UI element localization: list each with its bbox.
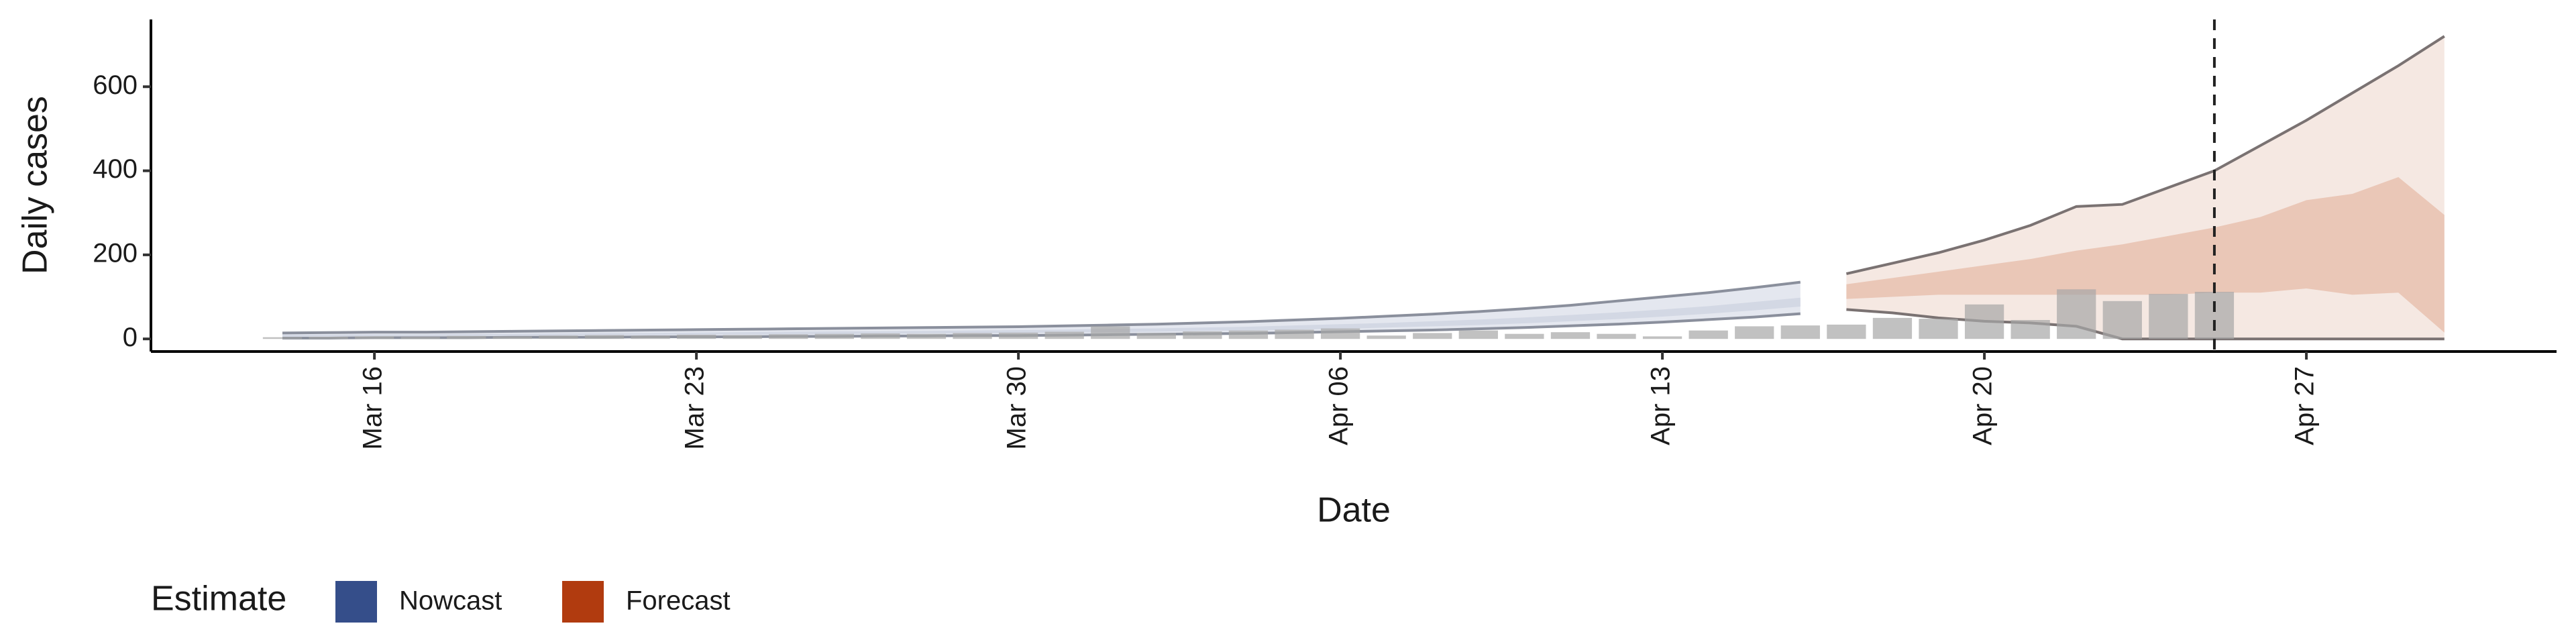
x-tick-label: Mar 16 [358, 366, 388, 450]
bar [1320, 328, 1360, 339]
bar [998, 332, 1038, 339]
bar [814, 333, 854, 339]
x-tick-label: Mar 23 [680, 366, 710, 450]
bar [1091, 326, 1130, 339]
bar [676, 334, 716, 339]
bar [1642, 336, 1682, 339]
bound-line [1845, 35, 2445, 276]
bar [492, 336, 532, 339]
bar [1044, 331, 1084, 339]
y-tick-label: 200 [93, 238, 138, 268]
bar [1688, 330, 1728, 339]
bar [400, 337, 440, 339]
bar [2057, 289, 2096, 339]
bound-line [282, 280, 1801, 335]
bar [1275, 329, 1314, 339]
bar [262, 337, 303, 339]
bar [539, 335, 578, 339]
bar [1735, 326, 1774, 339]
bar [769, 334, 808, 339]
bound-line [282, 312, 1801, 339]
bar [1413, 333, 1452, 339]
bar [447, 335, 486, 339]
bar [1964, 304, 2004, 339]
bar [1597, 333, 1636, 339]
bar [1919, 319, 1958, 339]
legend-title: Estimate [151, 580, 286, 619]
x-tick-label: Apr 06 [1324, 366, 1354, 445]
bar [631, 335, 670, 339]
bar [861, 333, 900, 339]
x-axis-title: Date [1317, 491, 1391, 530]
bar [1780, 325, 1820, 339]
y-tick-label: 400 [93, 154, 138, 184]
bar [722, 335, 762, 339]
bar [953, 333, 992, 339]
y-axis-title: Daily cases [16, 96, 55, 274]
bar [1458, 330, 1498, 339]
bar [1136, 333, 1176, 339]
legend-swatch [562, 581, 604, 623]
x-tick-label: Apr 20 [1968, 366, 1998, 445]
legend-label: Forecast [626, 586, 731, 616]
legend-swatch [335, 581, 377, 623]
x-tick-label: Apr 13 [1646, 366, 1676, 445]
band-90 [282, 282, 1801, 338]
bar [584, 335, 625, 339]
bar [354, 336, 394, 339]
bar [2194, 292, 2235, 339]
bar [1505, 333, 1544, 339]
y-tick-label: 600 [93, 70, 138, 100]
bar [1550, 332, 1591, 339]
x-tick-label: Apr 27 [2290, 366, 2320, 445]
bar [1228, 330, 1269, 339]
bar [2149, 294, 2188, 339]
bar [2102, 301, 2142, 339]
bar [1183, 331, 1222, 339]
bar [1366, 335, 1406, 339]
legend-label: Nowcast [399, 586, 502, 616]
y-tick-label: 0 [123, 323, 138, 352]
bar [1872, 317, 1913, 339]
bar [906, 333, 947, 339]
bar [1827, 324, 1866, 339]
band-50 [1846, 176, 2445, 333]
bar [2010, 320, 2050, 339]
bound-line [1846, 308, 2445, 341]
x-tick-label: Mar 30 [1002, 366, 1032, 450]
bar [309, 337, 348, 339]
